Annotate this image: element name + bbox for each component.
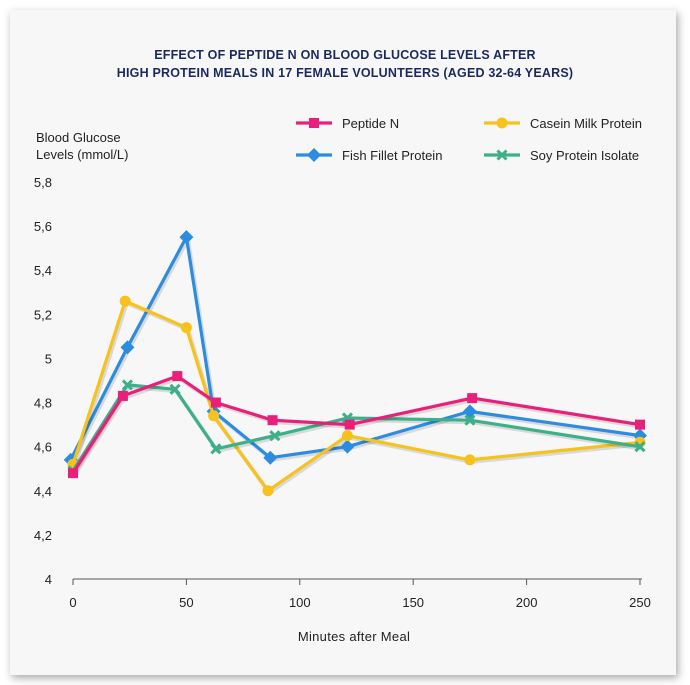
- series-line-soy-protein-isolate: [71, 383, 641, 472]
- data-point-soy-protein-isolate: [269, 430, 281, 442]
- data-point-peptide-n: [117, 390, 128, 401]
- y-axis-label: Blood Glucose Levels (mmol/L): [36, 130, 128, 162]
- x-tick-label: 200: [516, 595, 538, 610]
- data-point-soy-protein-isolate: [210, 443, 222, 455]
- data-point-fish-fillet-protein: [179, 230, 194, 245]
- data-point-peptide-n: [344, 419, 355, 430]
- x-axis-ticks: 0 50 100 150 200 250: [69, 579, 651, 610]
- y-tick-label: 4,8: [34, 396, 52, 411]
- y-tick-label: 4,6: [34, 440, 52, 455]
- data-point-peptide-n: [267, 415, 278, 426]
- legend-label: Peptide N: [342, 116, 399, 131]
- legend-marker-casein-milk-protein: [496, 117, 508, 129]
- y-axis-label-line-2: Levels (mmol/L): [36, 147, 128, 162]
- data-point-fish-fillet-protein: [340, 439, 355, 454]
- legend-item-fish-fillet-protein: Fish Fillet Protein: [296, 148, 442, 163]
- legend-label: Fish Fillet Protein: [342, 148, 442, 163]
- series-line-fish-fillet-protein: [69, 235, 641, 461]
- chart-title-line-1: EFFECT OF PEPTIDE N ON BLOOD GLUCOSE LEV…: [154, 48, 536, 62]
- data-point-casein-milk-protein: [464, 454, 476, 466]
- data-point-casein-milk-protein: [119, 295, 131, 307]
- series-line-shadow: [72, 300, 642, 496]
- series-layer: [63, 230, 647, 497]
- x-tick-label: 150: [402, 595, 424, 610]
- legend-marker-fish-fillet-protein: [307, 148, 321, 162]
- data-point-peptide-n: [635, 419, 645, 430]
- data-point-peptide-n: [68, 468, 78, 479]
- legend: Peptide N Casein Milk Protein Fish Fillet …: [296, 116, 642, 163]
- series-line-peptide-n: [71, 374, 641, 474]
- data-point-soy-protein-isolate: [169, 383, 181, 395]
- data-point-soy-protein-isolate: [634, 441, 646, 453]
- data-point-fish-fillet-protein: [263, 450, 278, 465]
- chart-title-line-2: HIGH PROTEIN MEALS IN 17 FEMALE VOLUNTEE…: [117, 66, 573, 80]
- series-line-shadow: [72, 384, 642, 474]
- legend-label: Casein Milk Protein: [530, 116, 642, 131]
- y-tick-label: 4,4: [34, 484, 52, 499]
- series-casein-milk-protein: [67, 295, 646, 497]
- series-soy-protein-isolate: [67, 379, 646, 477]
- y-tick-label: 4: [45, 572, 52, 587]
- data-point-casein-milk-protein: [180, 322, 192, 334]
- series-fish-fillet-protein: [63, 230, 647, 467]
- y-tick-label: 5,6: [34, 219, 52, 234]
- series-line-casein-milk-protein: [71, 299, 641, 493]
- data-point-casein-milk-protein: [262, 485, 274, 497]
- y-tick-label: 5,4: [34, 263, 52, 278]
- x-tick-label: 0: [69, 595, 76, 610]
- series-line-shadow: [70, 232, 642, 463]
- x-axis-label: Minutes after Meal: [298, 629, 410, 644]
- x-tick-label: 100: [289, 595, 311, 610]
- y-axis-ticks: 4 4,2 4,4 4,6 4,8 5 5,2 5,4 5,6 5,8: [34, 175, 52, 587]
- data-point-fish-fillet-protein: [120, 340, 135, 355]
- data-point-soy-protein-isolate: [121, 379, 133, 391]
- legend-item-peptide-n: Peptide N: [296, 116, 399, 131]
- legend-item-casein-milk-protein: Casein Milk Protein: [484, 116, 642, 131]
- data-point-casein-milk-protein: [341, 430, 353, 442]
- data-point-peptide-n: [467, 393, 478, 404]
- y-axis-label-line-1: Blood Glucose: [36, 130, 121, 145]
- chart-title: EFFECT OF PEPTIDE N ON BLOOD GLUCOSE LEV…: [117, 48, 573, 80]
- series-peptide-n: [68, 371, 645, 479]
- legend-label: Soy Protein Isolate: [530, 148, 639, 163]
- data-point-peptide-n: [210, 397, 221, 408]
- data-point-peptide-n: [172, 371, 183, 382]
- legend-marker-soy-protein-isolate: [496, 149, 508, 161]
- x-tick-label: 250: [629, 595, 651, 610]
- y-tick-label: 4,2: [34, 528, 52, 543]
- data-point-casein-milk-protein: [208, 410, 220, 422]
- legend-marker-peptide-n: [309, 118, 319, 128]
- y-tick-label: 5: [45, 351, 52, 366]
- chart-card: [10, 10, 676, 675]
- legend-item-soy-protein-isolate: Soy Protein Isolate: [484, 148, 639, 163]
- data-point-soy-protein-isolate: [464, 414, 476, 426]
- y-tick-label: 5,2: [34, 307, 52, 322]
- x-tick-label: 50: [179, 595, 193, 610]
- y-tick-label: 5,8: [34, 175, 52, 190]
